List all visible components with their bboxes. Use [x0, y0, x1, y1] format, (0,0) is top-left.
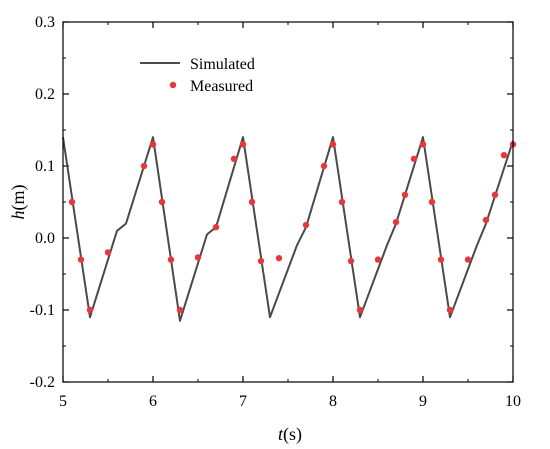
measured-point	[68, 198, 76, 206]
measured-point	[428, 198, 436, 206]
y-tick-label: -0.1	[30, 302, 55, 319]
measured-point	[500, 152, 508, 159]
measured-point	[374, 256, 382, 263]
y-tick-label: -0.2	[30, 374, 55, 391]
measured-point	[338, 198, 346, 206]
legend-label-measured: Measured	[190, 78, 253, 95]
y-axis-title: h(m)	[8, 185, 29, 220]
measured-point	[329, 141, 337, 148]
measured-point	[392, 218, 400, 226]
measured-point	[347, 257, 355, 265]
measured-point	[104, 249, 112, 256]
y-axis-symbol: h	[8, 211, 28, 220]
measured-point	[149, 141, 157, 148]
measured-point	[176, 306, 184, 314]
measured-point	[77, 256, 85, 263]
svg-text:t(s): t(s)	[278, 424, 302, 445]
measured-point	[437, 256, 445, 263]
measured-point	[275, 254, 283, 262]
x-tick-label: 8	[329, 393, 337, 410]
measured-point	[239, 141, 247, 148]
y-tick-label: 0.0	[35, 230, 55, 247]
measured-point	[419, 141, 427, 148]
measured-point	[257, 257, 265, 265]
ticks-layer: 5 6 7 8 9 10 -0.2 -0.1 0.0 0.1 0.2 0.3	[30, 14, 521, 410]
x-axis-symbol: t	[278, 424, 284, 444]
measured-point	[320, 162, 328, 170]
measured-point	[158, 198, 166, 206]
measured-point	[167, 256, 175, 263]
legend: Simulated Measured	[140, 56, 255, 95]
measured-point	[86, 306, 94, 314]
series-layer	[62, 136, 517, 322]
y-axis-unit: (m)	[8, 185, 29, 211]
measured-point	[410, 155, 418, 162]
measured-point	[140, 162, 148, 170]
simulated-line	[62, 136, 514, 322]
legend-marker-measured	[169, 81, 177, 89]
x-tick-label: 10	[505, 393, 521, 410]
x-tick-label: 5	[59, 393, 67, 410]
measured-point	[248, 198, 256, 206]
measured-point	[401, 191, 409, 198]
legend-label-simulated: Simulated	[190, 56, 255, 73]
y-tick-label: 0.2	[35, 86, 55, 103]
measured-point	[464, 256, 472, 263]
measured-point	[356, 306, 364, 314]
measured-point	[491, 191, 499, 198]
measured-point	[212, 224, 220, 231]
measured-point	[482, 216, 490, 224]
x-axis-unit: (s)	[283, 424, 302, 445]
x-tick-label: 7	[239, 393, 247, 410]
y-tick-label: 0.3	[35, 14, 55, 31]
measured-point	[302, 221, 310, 229]
x-tick-label: 6	[149, 393, 157, 410]
x-axis-title: t(s)	[278, 424, 302, 445]
y-tick-label: 0.1	[35, 158, 55, 175]
svg-text:h(m): h(m)	[8, 185, 29, 220]
x-tick-label: 9	[419, 393, 427, 410]
plot-frame	[62, 21, 514, 383]
measured-point	[230, 155, 238, 162]
measured-point	[194, 254, 202, 261]
measured-point	[446, 306, 454, 314]
